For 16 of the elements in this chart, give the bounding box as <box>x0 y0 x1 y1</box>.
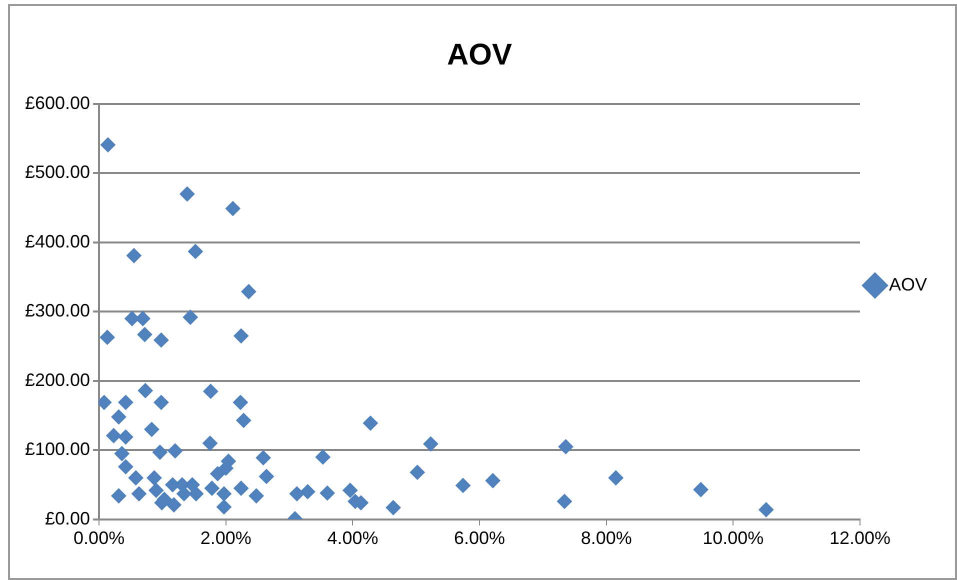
y-tick-label: £0.00 <box>45 508 90 528</box>
x-tick-label: 2.00% <box>200 528 252 548</box>
x-tick-label: 4.00% <box>327 528 378 548</box>
y-tick-label: £400.00 <box>24 231 90 252</box>
y-tick-label: £600.00 <box>24 92 90 113</box>
x-tick-label: 6.00% <box>454 528 506 548</box>
y-tick-label: £500.00 <box>24 162 90 182</box>
y-tick-label: £100.00 <box>24 439 90 460</box>
legend-label: AOV <box>888 274 928 294</box>
y-tick-label: £300.00 <box>24 300 90 321</box>
x-tick-label: 0.00% <box>74 528 125 548</box>
chart-title: AOV <box>446 38 512 72</box>
x-tick-label: 10.00% <box>702 528 764 548</box>
x-tick-label: 8.00% <box>580 528 632 548</box>
x-tick-label: 12.00% <box>829 528 891 548</box>
y-tick-label: £200.00 <box>24 370 90 390</box>
